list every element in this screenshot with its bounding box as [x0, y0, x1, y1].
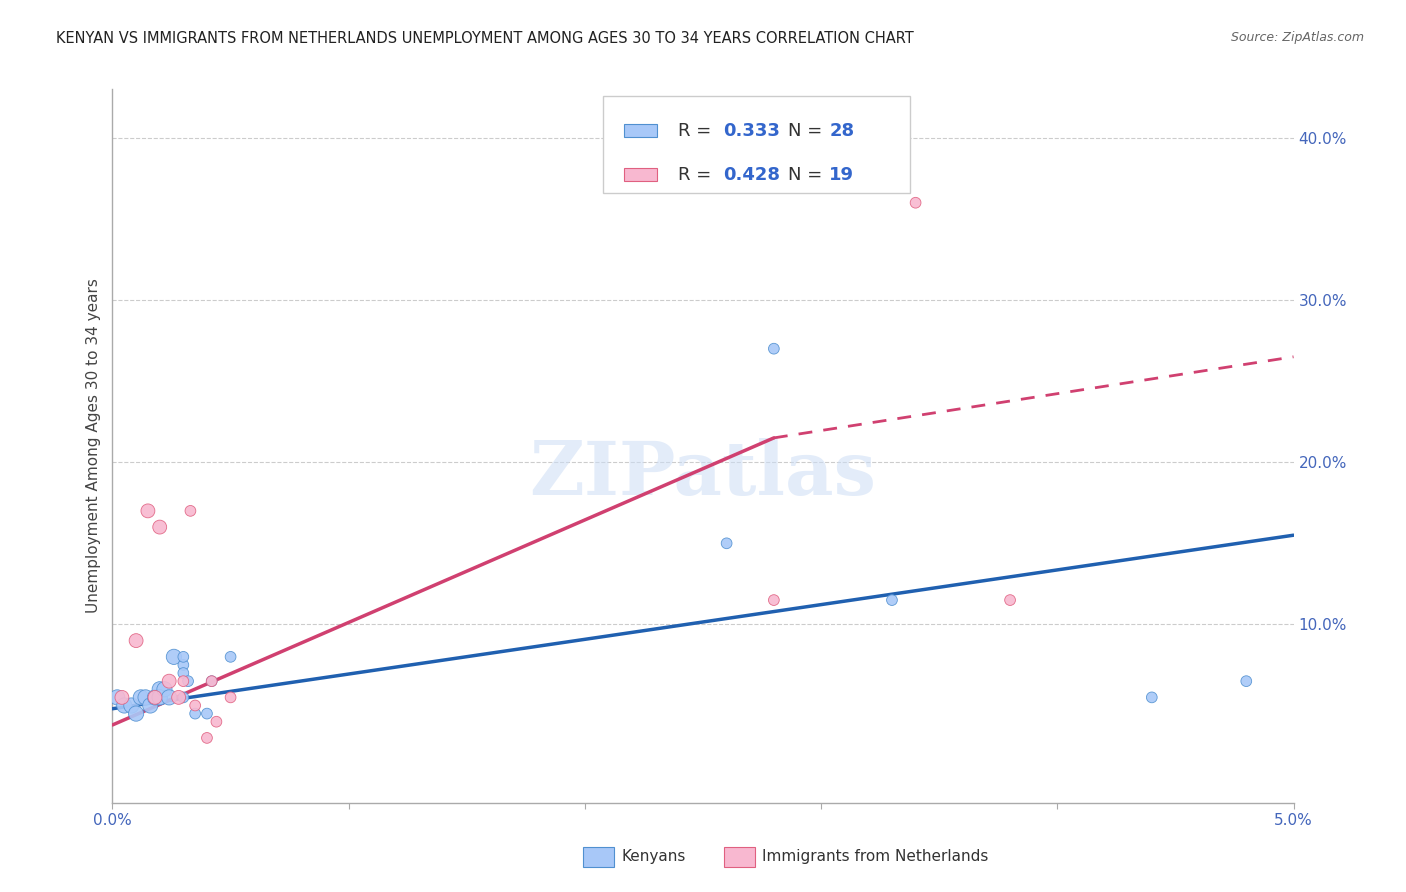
Point	[120, 698, 142, 713]
Point	[201, 674, 224, 689]
Point	[195, 731, 218, 745]
Point	[139, 698, 162, 713]
Point	[149, 690, 172, 705]
Point	[998, 593, 1021, 607]
Point	[172, 690, 194, 705]
Point	[149, 520, 172, 534]
Point	[143, 690, 166, 705]
Point	[762, 593, 785, 607]
Point	[904, 195, 927, 210]
Text: Source: ZipAtlas.com: Source: ZipAtlas.com	[1230, 31, 1364, 45]
Point	[125, 706, 148, 721]
Point	[184, 698, 207, 713]
Point	[762, 342, 785, 356]
Point	[111, 690, 134, 705]
Text: ZIPatlas: ZIPatlas	[530, 438, 876, 511]
Point	[136, 504, 159, 518]
Point	[125, 633, 148, 648]
Point	[219, 690, 242, 705]
Point	[112, 698, 135, 713]
Point	[179, 504, 201, 518]
Point	[149, 682, 172, 697]
Point	[177, 674, 200, 689]
Point	[129, 690, 152, 705]
Point	[1234, 674, 1257, 689]
Text: 0.333: 0.333	[723, 122, 780, 140]
Text: 19: 19	[830, 166, 855, 184]
Text: KENYAN VS IMMIGRANTS FROM NETHERLANDS UNEMPLOYMENT AMONG AGES 30 TO 34 YEARS COR: KENYAN VS IMMIGRANTS FROM NETHERLANDS UN…	[56, 31, 914, 46]
Text: Immigrants from Netherlands: Immigrants from Netherlands	[762, 849, 988, 863]
Point	[135, 690, 157, 705]
Text: 28: 28	[830, 122, 855, 140]
Point	[157, 674, 180, 689]
Point	[172, 657, 194, 672]
Bar	[603, 96, 910, 193]
Y-axis label: Unemployment Among Ages 30 to 34 years: Unemployment Among Ages 30 to 34 years	[86, 278, 101, 614]
Text: N =: N =	[787, 166, 828, 184]
Point	[205, 714, 228, 729]
Text: R =: R =	[678, 166, 717, 184]
Point	[716, 536, 738, 550]
Point	[201, 674, 224, 689]
Point	[195, 706, 218, 721]
Point	[149, 690, 172, 705]
Point	[880, 593, 903, 607]
Point	[172, 666, 194, 681]
Point	[219, 649, 242, 664]
Point	[157, 690, 180, 705]
Bar	[624, 124, 657, 136]
Point	[184, 706, 207, 721]
Text: 0.428: 0.428	[723, 166, 780, 184]
Point	[105, 690, 128, 705]
Bar	[624, 168, 657, 181]
Point	[1140, 690, 1163, 705]
Point	[167, 690, 190, 705]
Point	[172, 649, 194, 664]
Point	[172, 674, 194, 689]
Text: Kenyans: Kenyans	[621, 849, 686, 863]
Text: N =: N =	[787, 122, 828, 140]
Point	[153, 682, 176, 697]
Text: R =: R =	[678, 122, 717, 140]
Point	[143, 690, 166, 705]
Point	[163, 649, 186, 664]
